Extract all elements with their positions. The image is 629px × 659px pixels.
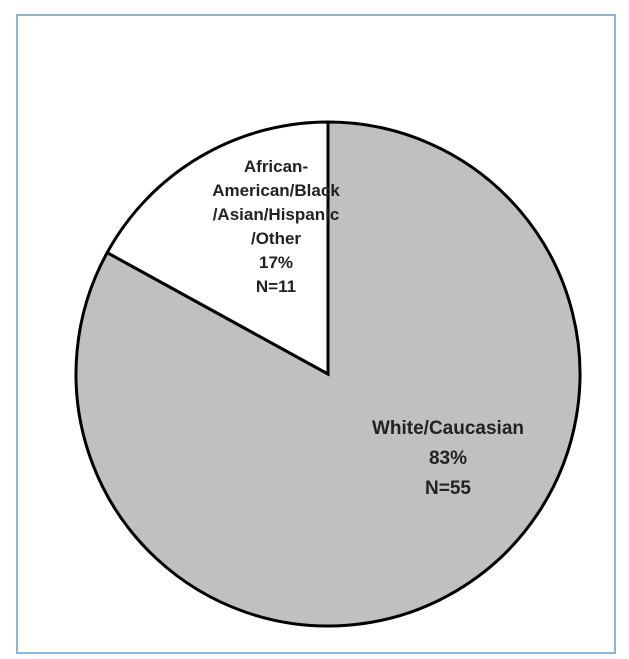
- slice-label-0-line-0: White/Caucasian: [372, 418, 524, 439]
- pie-slice-1: [105, 120, 330, 377]
- slice-label-1: African- American/Black/Asian/Hispanic/Ot…: [212, 157, 340, 296]
- slice-label-1-line-1: American/Black: [212, 181, 340, 200]
- slice-label-0-line-1: 83%: [429, 448, 467, 469]
- slice-label-1-line-3: /Other: [251, 229, 301, 248]
- slice-label-1-line-0: African-: [244, 157, 308, 176]
- slice-label-1-line-4: 17%: [259, 253, 293, 272]
- slice-label-1-line-5: N=11: [256, 277, 296, 296]
- slice-label-0-line-2: N=55: [425, 478, 471, 499]
- slice-label-1-line-2: /Asian/Hispanic: [213, 205, 340, 224]
- slice-label-0: White/Caucasian 83% N=55: [372, 418, 524, 499]
